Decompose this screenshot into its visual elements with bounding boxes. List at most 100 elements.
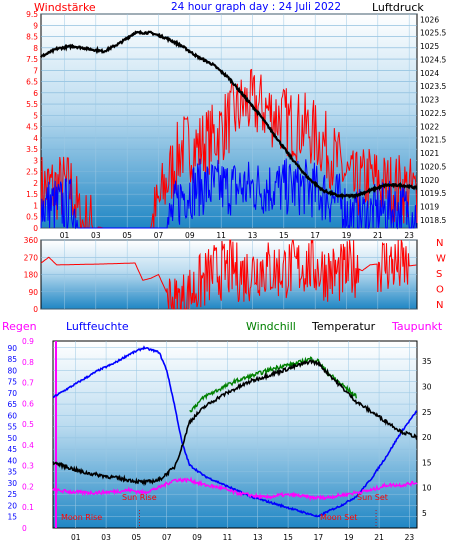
sun-set-label: Sun Set [357, 493, 388, 502]
hour-tick-label: 15 [283, 533, 293, 542]
pressure-tick-label: 1020 [420, 176, 439, 185]
rain-tick-label: 0.1 [22, 503, 34, 512]
wind-tick-label: 4.5 [26, 123, 38, 132]
wind-pressure-ticks: 0 0.5 1 1.5 2 2.5 3 3.5 4 4.5 5 5.5 6 6.5 7 7.5 8 8.5 9 9.5… [26, 10, 446, 240]
wind-tick-label: 8 [33, 44, 38, 53]
wind-tick-label: 7 [33, 66, 38, 75]
legend-temperature: Temperatur [311, 320, 376, 333]
hour-tick-label: 01 [60, 231, 70, 240]
pressure-tick-label: 1018.5 [420, 216, 446, 225]
rain-tick-label: 0.4 [22, 441, 34, 450]
wind-tick-label: 3 [33, 156, 38, 165]
pressure-tick-label: 1025.5 [420, 29, 446, 38]
pressure-tick-label: 1022 [420, 122, 439, 131]
astro-annotations: Moon Rise Sun Rise Moon Set Sun Set [61, 493, 388, 522]
wind-tick-label: 1 [33, 201, 38, 210]
humidity-tick-label: 45 [7, 445, 17, 454]
temperature-tick-label: 20 [422, 433, 432, 442]
wind-tick-label: 3.5 [26, 145, 38, 154]
hour-tick-label: 07 [162, 533, 172, 542]
temperature-tick-label: 30 [422, 382, 432, 391]
humidity-tick-label: 55 [7, 423, 17, 432]
wind-tick-label: 0.5 [26, 213, 38, 222]
rain-tick-label: 0.8 [22, 358, 34, 367]
pressure-tick-label: 1026 [420, 15, 439, 24]
wind-tick-label: 8.5 [26, 33, 38, 42]
temperature-tick-label: 15 [422, 458, 432, 467]
hour-tick-label: 23 [404, 231, 414, 240]
compass-label: O [436, 285, 444, 296]
compass-label: S [436, 269, 442, 280]
temperature-tick-label: 10 [422, 484, 432, 493]
wind-tick-label: 5.5 [26, 100, 38, 109]
hour-tick-label: 05 [132, 533, 142, 542]
humidity-tick-label: 25 [7, 490, 17, 499]
humidity-tick-label: 75 [7, 378, 17, 387]
humidity-tick-label: 85 [7, 355, 17, 364]
moon-rise-label: Moon Rise [61, 513, 102, 522]
wind-tick-label: 0 [33, 224, 38, 233]
pressure-tick-label: 1021.5 [420, 136, 446, 145]
humidity-tick-label: 30 [7, 479, 17, 488]
direction-tick-label: 270 [24, 253, 39, 262]
hour-tick-label: 01 [71, 533, 81, 542]
wind-tick-label: 6.5 [26, 78, 38, 87]
hour-tick-label: 09 [192, 533, 202, 542]
rain-tick-label: 0.3 [22, 462, 34, 471]
rain-tick-label: 0 [22, 524, 27, 533]
temperature-tick-label: 5 [422, 509, 427, 518]
rain-tick-label: 0.2 [22, 482, 34, 491]
direction-tick-label: 90 [28, 288, 38, 297]
hour-tick-label: 11 [223, 533, 233, 542]
wind-tick-label: 7.5 [26, 55, 38, 64]
pressure-tick-label: 1021 [420, 149, 439, 158]
hour-tick-label: 21 [373, 231, 383, 240]
wind-tick-label: 9 [33, 21, 38, 30]
hour-tick-label: 05 [122, 231, 132, 240]
hour-tick-label: 17 [310, 231, 320, 240]
hour-tick-label: 19 [342, 231, 352, 240]
pressure-tick-label: 1019 [420, 203, 439, 212]
humidity-tick-label: 15 [7, 513, 17, 522]
hour-tick-label: 07 [154, 231, 164, 240]
pressure-tick-label: 1024.5 [420, 55, 446, 64]
wind-pressure-series [40, 29, 418, 230]
temperature-series-line [52, 359, 418, 487]
hour-tick-label: 13 [248, 231, 258, 240]
legend-dewpoint: Taupunkt [391, 320, 443, 333]
pressure-tick-label: 1023.5 [420, 82, 446, 91]
pressure-tick-label: 1019.5 [420, 189, 446, 198]
humidity-tick-label: 90 [7, 344, 17, 353]
pressure-tick-label: 1022.5 [420, 109, 446, 118]
humidity-tick-label: 70 [7, 389, 17, 398]
rain-tick-label: 0.6 [22, 399, 34, 408]
wind-series-line [40, 158, 417, 230]
humidity-tick-label: 65 [7, 400, 17, 409]
hour-tick-label: 19 [344, 533, 354, 542]
direction-series-line [40, 239, 417, 310]
compass-label: N [436, 300, 443, 311]
humidity-series-line [52, 345, 418, 518]
sun-rise-label: Sun Rise [122, 493, 157, 502]
hour-tick-label: 17 [314, 533, 324, 542]
pressure-tick-label: 1025 [420, 42, 439, 51]
wind-tick-label: 4 [33, 134, 38, 143]
temperature-humidity-series [52, 341, 418, 528]
pressure-axis-title: Luftdruck [372, 1, 424, 14]
humidity-tick-label: 20 [7, 501, 17, 510]
pressure-series-line [40, 29, 418, 200]
pressure-tick-label: 1024 [420, 69, 439, 78]
humidity-tick-label: 80 [7, 366, 17, 375]
wind-tick-label: 1.5 [26, 190, 38, 199]
hour-tick-label: 03 [91, 231, 101, 240]
humidity-tick-label: 50 [7, 434, 17, 443]
direction-tick-label: 0 [33, 305, 38, 314]
rain-tick-label: 0.9 [22, 337, 34, 346]
direction-tick-label: 360 [24, 236, 39, 245]
wind-tick-label: 2.5 [26, 168, 38, 177]
wind-axis-title: Windstärke [34, 1, 96, 14]
compass-label: W [436, 254, 446, 265]
wind-direction-series [40, 239, 417, 310]
hour-tick-label: 23 [405, 533, 415, 542]
